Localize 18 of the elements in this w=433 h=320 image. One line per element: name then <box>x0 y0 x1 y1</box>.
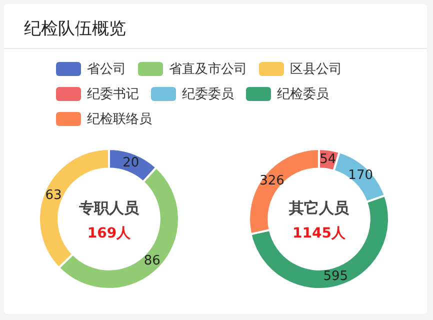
chart-title: 纪检队伍概览 <box>4 4 427 49</box>
data-label: 54 <box>320 152 336 167</box>
text: 其它人员 <box>288 198 350 217</box>
legend-label: 纪检联络员 <box>87 111 152 128</box>
data-label: 170 <box>348 168 374 183</box>
text: 专职人员 <box>78 198 140 217</box>
legend-label: 纪检委员 <box>277 86 329 103</box>
legend-label: 省直及市公司 <box>169 61 247 78</box>
data-label: 20 <box>122 155 140 170</box>
legend-label: 省公司 <box>87 61 126 78</box>
data-label: 595 <box>323 269 348 284</box>
legend-label: 纪委委员 <box>182 86 234 103</box>
data-label: 63 <box>45 188 62 203</box>
legend-label: 纪委书记 <box>87 86 139 103</box>
text: 169人 <box>87 226 132 242</box>
data-label: 86 <box>144 253 160 268</box>
legend-label: 区县公司 <box>290 61 342 78</box>
text: 1145人 <box>292 226 346 242</box>
